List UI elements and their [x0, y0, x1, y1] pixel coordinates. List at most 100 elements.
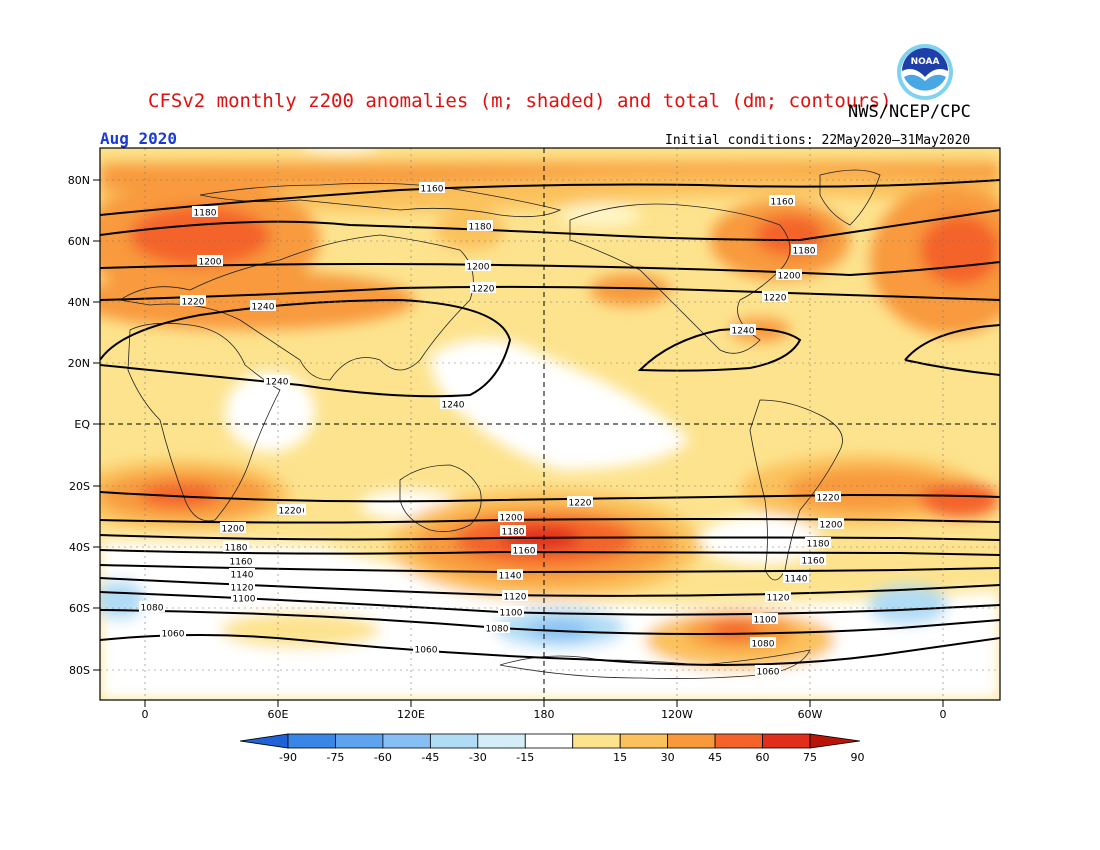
noaa-logo-icon: NOAA — [897, 44, 953, 100]
lon-label: 120W — [661, 708, 693, 721]
colorbar-arrow-right — [809, 733, 861, 749]
latitude-axis: 80N 60N 40N 20N EQ 20S 40S 60S 80S — [68, 174, 100, 677]
contour-label: 1140 — [497, 569, 523, 582]
longitude-axis: 0 60E 120E 180 120W 60W 0 — [142, 700, 947, 721]
contour-label: 1100 — [752, 613, 778, 626]
contour-label-bg — [567, 496, 593, 507]
contour-label-bg — [511, 544, 537, 555]
contour-1220-nh — [100, 285, 1000, 301]
contour-1220-sh — [100, 491, 1000, 503]
contour-label-bg — [192, 206, 218, 217]
contour-label: 1160 — [511, 544, 537, 557]
colorbar-tick-label: -90 — [279, 751, 297, 764]
forecast-month: Aug 2020 — [100, 129, 178, 148]
contour-label-bg — [498, 511, 524, 522]
coastline-south-america — [749, 399, 843, 581]
contour-label-bg — [413, 643, 439, 654]
contour-label-text: 1240 — [732, 327, 755, 337]
lon-label: 120E — [397, 708, 425, 721]
contour-label-bg — [229, 581, 255, 592]
contour-label-text: 1200 — [467, 263, 490, 273]
contour-label-bg — [776, 269, 802, 280]
colorbar-tick-label: 45 — [708, 751, 722, 764]
contour-1180-sh — [100, 534, 1000, 541]
coastline-africa — [127, 322, 281, 522]
contour-label-text: 1180 — [469, 223, 492, 233]
lon-label: 180 — [534, 708, 555, 721]
contour-label-bg — [815, 491, 841, 502]
contour-label-text: 1060 — [162, 630, 185, 640]
contour-label-text: 1240 — [266, 378, 289, 388]
contour-label-bg — [440, 398, 466, 409]
contour-label-text: 1120 — [767, 594, 790, 604]
contour-label-text: 1180 — [807, 540, 830, 550]
contour-label-text: 1200 — [222, 525, 245, 535]
contour-label: 1120 — [229, 581, 255, 594]
colorbar-tick-label: 90 — [850, 751, 864, 764]
lat-label: 40S — [69, 541, 90, 554]
contour-label-text: 1160 — [421, 185, 444, 195]
contour-label-bg — [264, 375, 290, 386]
contour-label: 1160 — [769, 195, 795, 208]
lon-label: 0 — [142, 708, 149, 721]
contour-label: 1220 — [762, 291, 788, 304]
contour-label-bg — [467, 220, 493, 231]
contour-label-bg — [231, 592, 257, 603]
contour-label: 1220 — [277, 504, 303, 517]
contour-label: 1120 — [765, 591, 791, 604]
contour-label-bg — [752, 613, 778, 624]
contour-label-bg — [229, 568, 255, 579]
contour-label-bg — [220, 522, 246, 533]
colorbar-segment — [382, 733, 431, 749]
contour-label-bg — [800, 554, 826, 565]
colorbar-segment — [762, 733, 811, 749]
contour-label-bg — [765, 591, 791, 602]
colorbar-segment — [287, 733, 336, 749]
coastline-north-america — [569, 203, 791, 354]
gridlines — [100, 148, 1000, 700]
contour-label: 1180 — [467, 220, 493, 233]
contour-label-text: 1200 — [778, 272, 801, 282]
contour-label-text: 1220 — [182, 298, 205, 308]
contour-label-text: 1100 — [233, 595, 256, 605]
contour-label-text: 1060 — [415, 646, 438, 656]
colorbar-tick-label: -45 — [421, 751, 439, 764]
contour-label: 1180 — [500, 525, 526, 538]
contour-label-text: 1140 — [231, 571, 254, 581]
contour-label-text: 1080 — [752, 640, 775, 650]
contour-label-text: 1200 — [199, 258, 222, 268]
contour-label: 1100 — [231, 592, 257, 605]
contour-label-bg — [805, 537, 831, 548]
contour-label-bg — [818, 518, 844, 529]
contour-label-bg — [250, 300, 276, 311]
contour-label-bg — [500, 525, 526, 536]
contour-label: 1220 — [180, 295, 206, 308]
contour-label-text: 1120 — [231, 584, 254, 594]
colorbar-tick-label: -15 — [516, 751, 534, 764]
colorbar-segment — [335, 733, 384, 749]
coastline-australia — [399, 464, 482, 533]
contour-label-text: 1240 — [252, 303, 275, 313]
contour-label: 1240 — [250, 300, 276, 313]
contour-label: 1140 — [229, 568, 255, 581]
lon-label: 60W — [798, 708, 823, 721]
contour-label: 1220 — [470, 282, 496, 295]
colorbar-segment — [572, 733, 621, 749]
coastline-siberia — [199, 182, 562, 218]
colorbar-tick-label: -30 — [469, 751, 487, 764]
colorbar-segment — [714, 733, 763, 749]
colorbar-segment — [429, 733, 479, 749]
coastline-europe-asia — [118, 234, 474, 381]
contour-label-bg — [160, 627, 186, 638]
contour-label: 1060 — [755, 665, 781, 678]
contour-label: 1240 — [264, 375, 290, 388]
contour-label: 1240 — [730, 324, 756, 337]
colorbar-segment — [477, 733, 526, 749]
lat-label: 20N — [68, 357, 90, 370]
contour-label-text: 1200 — [500, 514, 523, 524]
contour-label-text: 1120 — [504, 593, 527, 603]
contour-label: 1200 — [197, 255, 223, 268]
colorbar-segment — [619, 733, 669, 749]
lat-label: 80S — [69, 664, 90, 677]
contour-label-bg — [762, 291, 788, 302]
